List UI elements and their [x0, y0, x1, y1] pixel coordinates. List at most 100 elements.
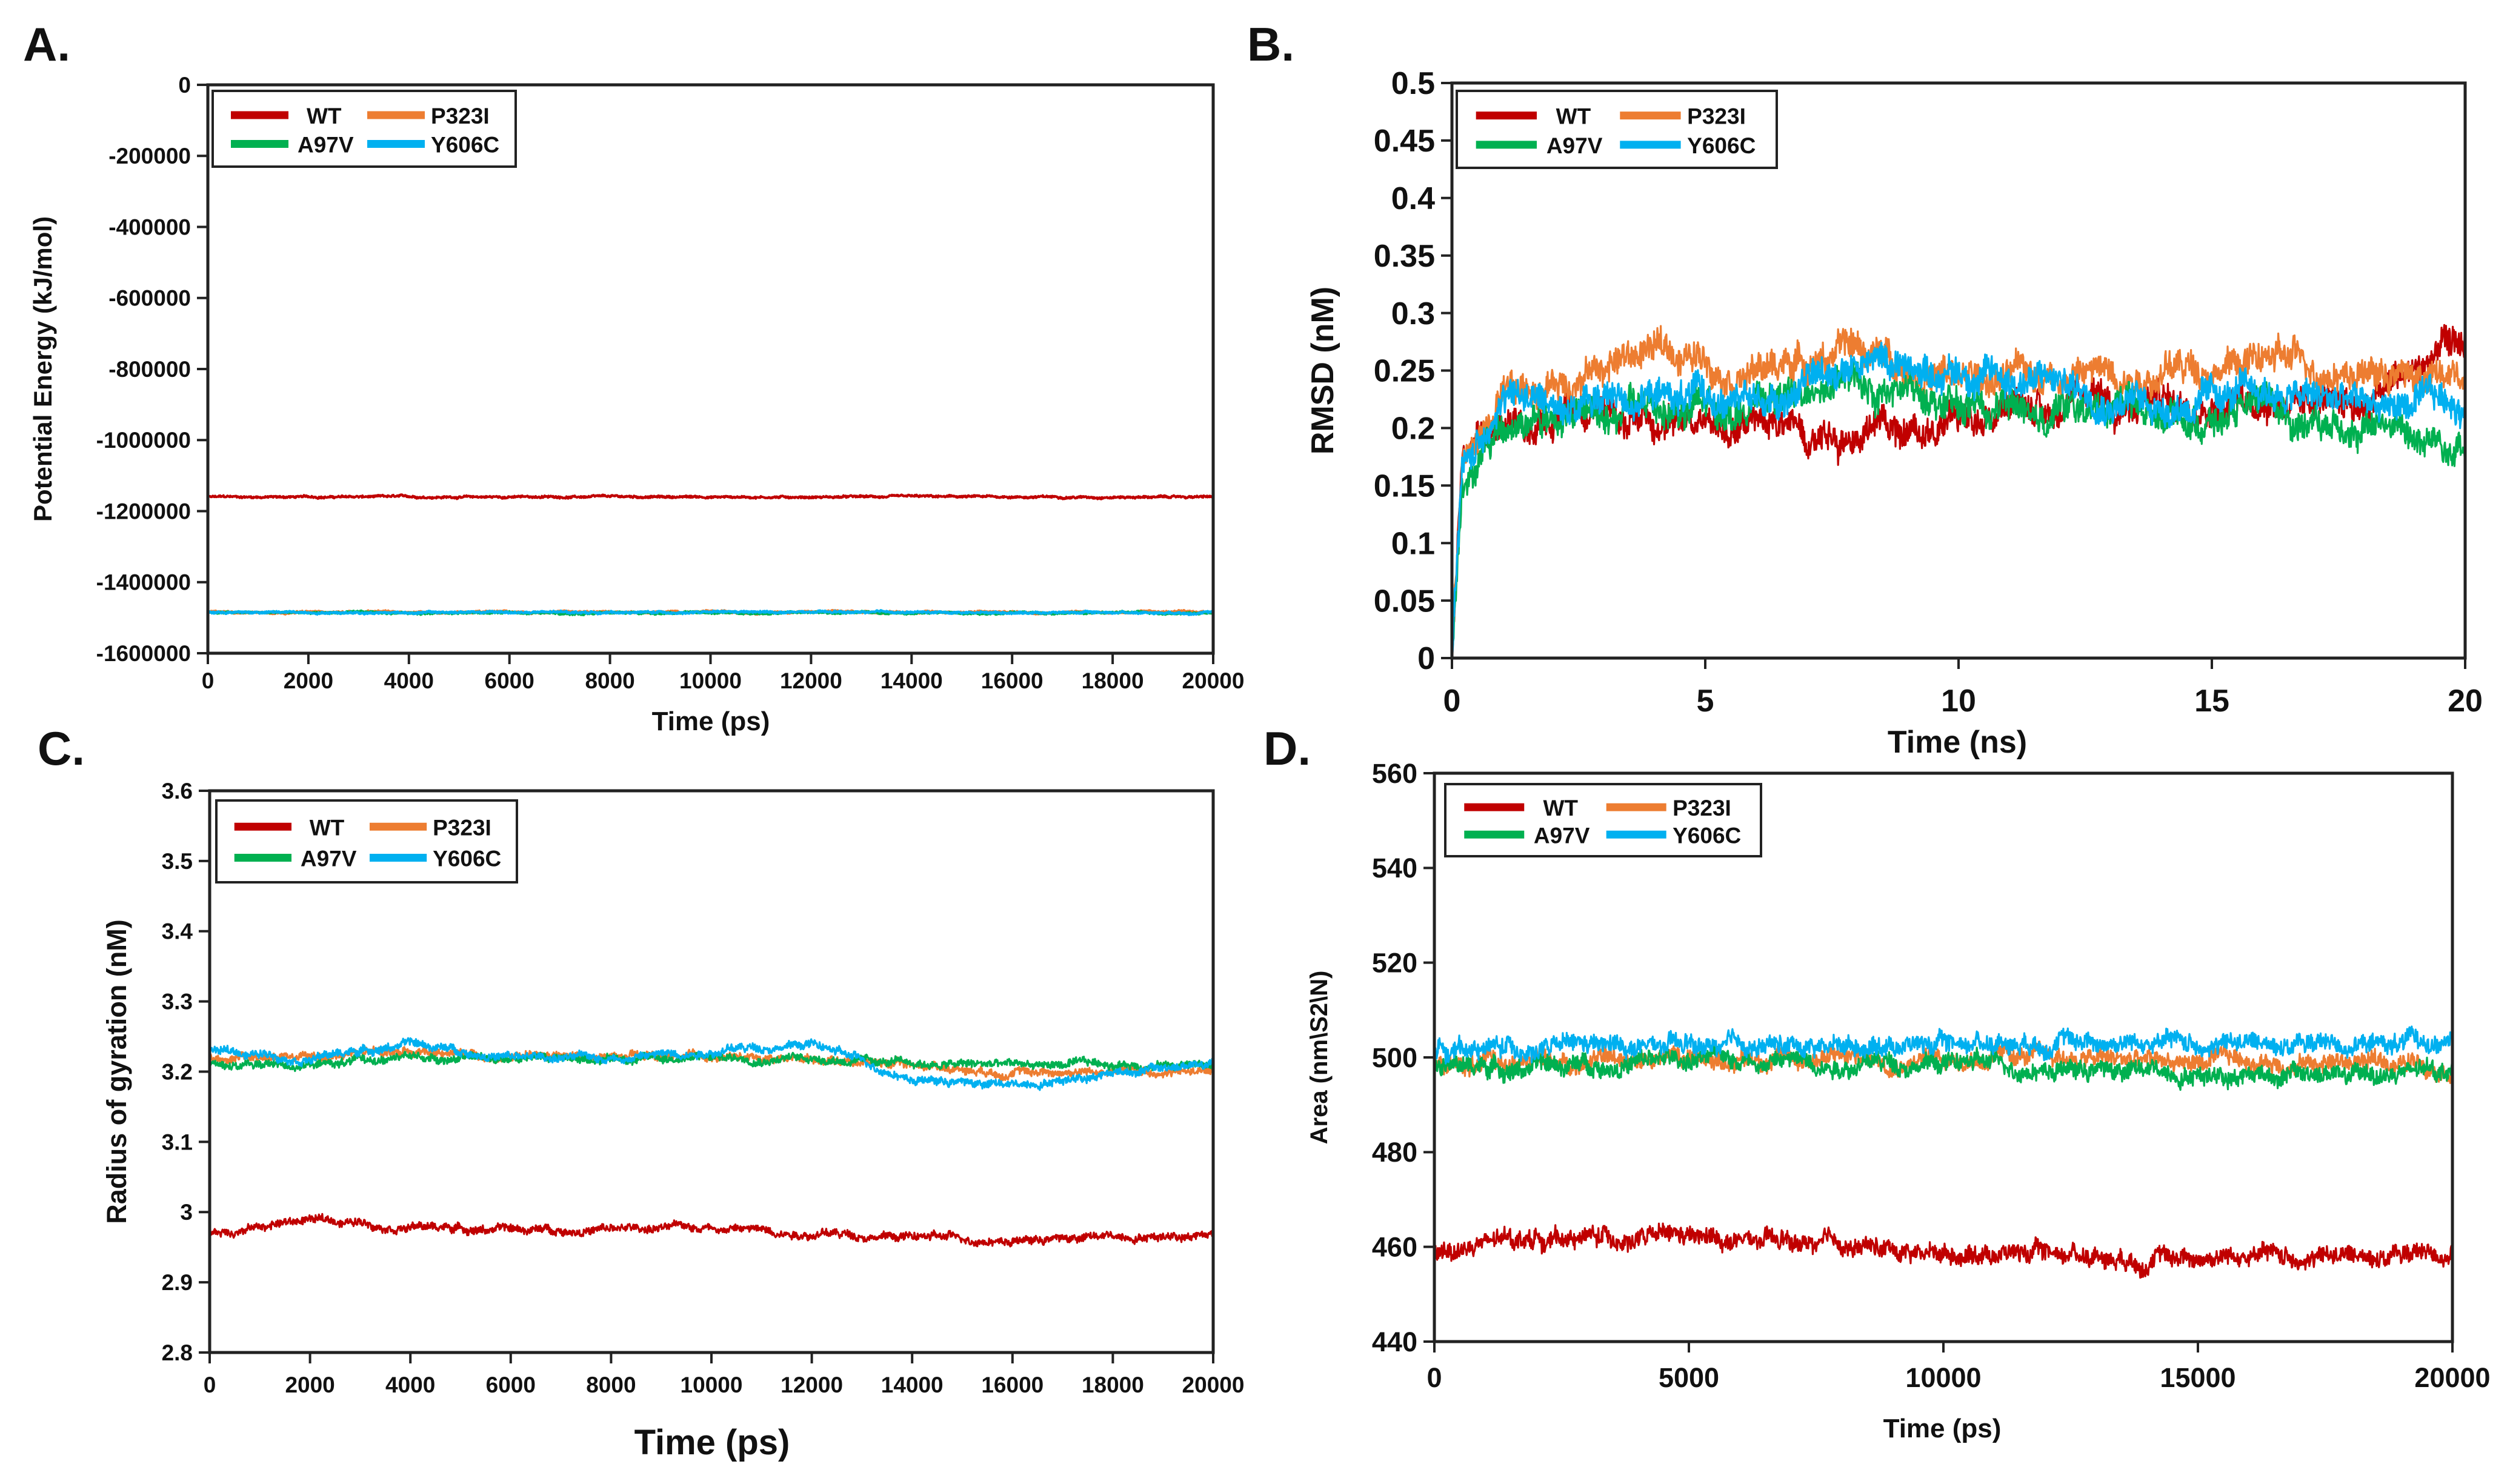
- x-tick-label: 15: [2194, 684, 2229, 719]
- y-tick-label: 3.3: [162, 990, 193, 1014]
- y-tick-label: 0.3: [1391, 296, 1435, 331]
- x-tick-label: 20000: [2414, 1362, 2490, 1393]
- x-tick-label: 10000: [681, 1373, 743, 1397]
- legend-label-wt: WT: [1556, 104, 1591, 129]
- legend-box: [211, 90, 517, 168]
- series-line-a97v: [1433, 1042, 2454, 1091]
- chart-panel-d: D. 440 460 480 500 520 540 560 0 5000 10000 15000 20…: [1263, 722, 2491, 1443]
- x-tick-label: 5000: [1659, 1362, 1719, 1393]
- legend: WT P323I A97V Y606C: [211, 90, 517, 168]
- x-axis-title: Time (ps): [652, 707, 770, 736]
- series-line-a97v: [1451, 361, 2466, 659]
- panel-label: A.: [23, 18, 70, 71]
- y-tick-label: 540: [1372, 853, 1417, 883]
- y-tick-label: 520: [1372, 947, 1417, 978]
- y-tick-label: 0.5: [1391, 66, 1435, 101]
- y-tick-label: -1600000: [96, 641, 191, 666]
- y-tick-label: 0.45: [1374, 124, 1435, 159]
- legend-label-wt: WT: [310, 815, 345, 840]
- y-tick-label: 0.05: [1374, 584, 1435, 619]
- y-tick-label: 3.5: [162, 849, 193, 874]
- series-line-wt: [1433, 1222, 2454, 1279]
- legend-label-a97v: A97V: [1534, 823, 1590, 848]
- y-tick-label: 3: [180, 1200, 193, 1225]
- y-tick-label: 0.2: [1391, 411, 1435, 447]
- legend-box: [1456, 90, 1778, 169]
- y-tick-label: 560: [1372, 758, 1417, 789]
- x-tick-label: 2000: [285, 1373, 335, 1397]
- x-tick-label: 16000: [981, 1373, 1044, 1397]
- y-tick-label: -1400000: [96, 570, 191, 595]
- x-tick-label: 6000: [486, 1373, 536, 1397]
- y-axis-title: Area (nm\S2\N): [1306, 971, 1333, 1145]
- panel-label: D.: [1263, 722, 1311, 775]
- y-axis-title: Potential Energy (kJ/mol): [28, 216, 57, 522]
- x-axis-title: Time (ps): [1883, 1414, 2002, 1443]
- legend-label-a97v: A97V: [1546, 133, 1603, 158]
- x-tick-label: 14000: [881, 1373, 944, 1397]
- x-tick-label: 0: [204, 1373, 216, 1397]
- y-tick-label: 460: [1372, 1231, 1417, 1262]
- x-tick-label: 15000: [2160, 1362, 2235, 1393]
- y-tick-label: -1200000: [96, 499, 191, 524]
- x-tick-label: 20: [2448, 684, 2483, 719]
- y-axis-title: Radius of gyration (nM): [101, 919, 132, 1223]
- series-line-a97v: [208, 1051, 1214, 1074]
- x-tick-label: 12000: [781, 1373, 843, 1397]
- x-tick-label: 12000: [780, 668, 842, 693]
- legend-label-p323i: P323I: [1687, 104, 1746, 129]
- x-tick-label: 5: [1697, 684, 1714, 719]
- y-tick-label: -200000: [108, 144, 191, 168]
- y-tick-label: 0.25: [1374, 354, 1435, 389]
- legend-label-p323i: P323I: [431, 104, 490, 128]
- series-line-y606c: [1451, 341, 2466, 659]
- y-tick-label: 2.8: [162, 1340, 193, 1365]
- y-axis-title: RMSD (nM): [1305, 287, 1340, 454]
- x-tick-label: 20000: [1182, 1373, 1245, 1397]
- x-tick-label: 0: [1426, 1362, 1442, 1393]
- y-tick-label: 3.6: [162, 779, 193, 804]
- y-tick-label: 0.35: [1374, 239, 1435, 274]
- x-tick-label: 0: [1443, 684, 1461, 719]
- y-tick-label: 500: [1372, 1042, 1417, 1073]
- y-tick-label: 3.4: [162, 919, 193, 944]
- legend-label-y606c: Y606C: [1673, 823, 1741, 848]
- x-tick-label: 4000: [384, 668, 434, 693]
- y-tick-label: 0: [178, 73, 191, 98]
- x-tick-label: 2000: [284, 668, 333, 693]
- x-tick-label: 14000: [880, 668, 943, 693]
- y-tick-label: -400000: [108, 215, 191, 239]
- legend-label-p323i: P323I: [1673, 796, 1731, 820]
- y-tick-label: 0.15: [1374, 469, 1435, 504]
- legend: WT P323I A97V Y606C: [1456, 90, 1778, 169]
- chart-panel-a: A. -1600000 -1400000 -1200000 -1000000 -80000…: [23, 18, 1244, 736]
- series-line-p323i: [1451, 325, 2466, 659]
- legend-box: [1444, 783, 1762, 857]
- plot-frame: [206, 83, 1215, 655]
- y-tick-label: -600000: [108, 286, 191, 311]
- x-tick-label: 10: [1941, 684, 1976, 719]
- legend-label-y606c: Y606C: [433, 847, 501, 871]
- y-tick-label: 0.4: [1391, 181, 1435, 216]
- legend-label-p323i: P323I: [433, 815, 491, 840]
- panel-label: B.: [1247, 18, 1294, 71]
- series-line-y606c: [1433, 1025, 2454, 1065]
- x-tick-label: 0: [202, 668, 215, 693]
- series-line-wt: [207, 493, 1214, 501]
- y-tick-label: 480: [1372, 1137, 1417, 1168]
- y-tick-label: 3.2: [162, 1059, 193, 1084]
- x-tick-label: 8000: [586, 1373, 636, 1397]
- panel-label: C.: [38, 722, 85, 775]
- x-tick-label: 10000: [1905, 1362, 1981, 1393]
- legend-label-a97v: A97V: [298, 133, 354, 158]
- x-tick-label: 4000: [385, 1373, 435, 1397]
- legend-label-wt: WT: [1543, 796, 1579, 820]
- y-tick-label: -1000000: [96, 428, 191, 453]
- chart-panel-c: C. 2.8 2.9 3 3.1 3.2 3.3 3.4 3.5 3.6 0 2000 4000 6000…: [38, 722, 1244, 1462]
- legend: WT P323I A97V Y606C: [1444, 783, 1762, 857]
- legend-label-y606c: Y606C: [1687, 133, 1756, 158]
- legend-label-a97v: A97V: [301, 847, 357, 871]
- series-line-y606c: [207, 609, 1214, 616]
- x-tick-label: 10000: [679, 668, 742, 693]
- x-tick-label: 18000: [1082, 1373, 1144, 1397]
